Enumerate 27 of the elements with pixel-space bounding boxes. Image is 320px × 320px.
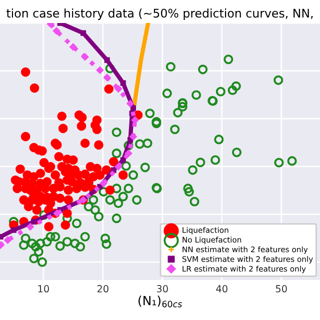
point [103, 74, 111, 82]
point [100, 180, 108, 188]
point [104, 57, 110, 63]
point [130, 132, 137, 140]
x-tick-label: 10 [38, 285, 49, 292]
chart-title: tion case history data (~50% prediction curves, NN, [6, 8, 313, 20]
point [70, 43, 77, 51]
point [124, 150, 132, 157]
point [120, 157, 126, 163]
point [120, 80, 126, 86]
point [96, 66, 104, 74]
point [114, 163, 122, 170]
x-tick-label: 30 [156, 285, 168, 292]
x-axis-title: (N₁)$_{60cs}$ [138, 296, 182, 308]
point [131, 116, 139, 124]
x-tick-label: 50 [276, 285, 287, 292]
x-tick-label: 20 [97, 285, 108, 292]
x-tick-label: 40 [216, 285, 228, 292]
point [80, 30, 86, 36]
point [10, 227, 16, 233]
point [52, 27, 60, 35]
point [26, 223, 34, 230]
point [126, 100, 134, 108]
point [114, 85, 122, 92]
point [4, 236, 12, 244]
point [81, 53, 89, 61]
point [53, 210, 61, 217]
